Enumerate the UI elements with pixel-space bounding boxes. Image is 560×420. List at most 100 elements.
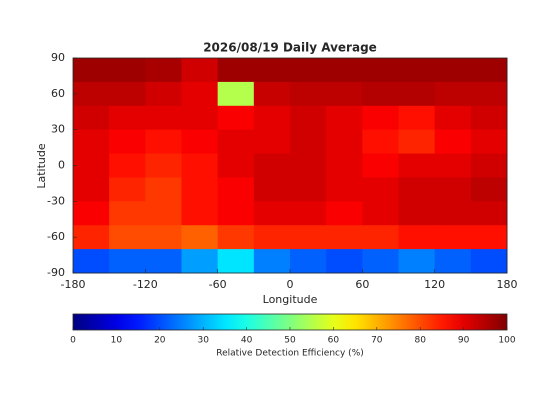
colorbar-tick-label: 30 bbox=[197, 336, 209, 346]
heat-cell bbox=[398, 225, 436, 250]
x-tick-label: -180 bbox=[61, 278, 86, 291]
colorbar-tick-label: 70 bbox=[371, 336, 383, 346]
heat-cell bbox=[217, 201, 255, 226]
heat-cell bbox=[398, 58, 436, 83]
heat-cell bbox=[470, 153, 508, 178]
heat-cell bbox=[398, 81, 436, 107]
heat-cell bbox=[326, 129, 363, 155]
heat-cell bbox=[434, 81, 472, 107]
x-axis-label: Longitude bbox=[263, 293, 318, 306]
heat-cell bbox=[145, 81, 182, 107]
heat-cell bbox=[326, 249, 363, 274]
heat-cell bbox=[73, 129, 110, 155]
colorbar-tick-label: 60 bbox=[328, 336, 340, 346]
heat-cell bbox=[217, 153, 255, 178]
heat-cell bbox=[145, 177, 182, 202]
heat-cell bbox=[181, 105, 219, 131]
heat-cell bbox=[73, 81, 110, 107]
heat-cell bbox=[253, 81, 291, 107]
heat-cell bbox=[326, 105, 363, 131]
y-tick-label: 30 bbox=[51, 123, 65, 136]
y-axis-label: Latitude bbox=[35, 143, 48, 189]
heat-cell bbox=[434, 177, 472, 202]
heat-cell bbox=[470, 129, 508, 155]
y-tick-label: -30 bbox=[47, 194, 65, 207]
heat-cell bbox=[362, 249, 399, 274]
heat-cell bbox=[217, 249, 255, 274]
y-tick-label: 60 bbox=[51, 87, 65, 100]
heat-cell bbox=[290, 105, 327, 131]
heat-cell bbox=[398, 249, 436, 274]
heat-cell bbox=[145, 225, 182, 250]
heat-cell bbox=[290, 129, 327, 155]
colorbar-tick-label: 90 bbox=[458, 336, 470, 346]
heat-cell bbox=[470, 249, 508, 274]
heat-cell bbox=[434, 129, 472, 155]
heat-cell bbox=[398, 129, 436, 155]
heat-cell bbox=[362, 58, 399, 83]
heat-cell bbox=[434, 249, 472, 274]
heat-cell bbox=[470, 105, 508, 131]
colorbar-tick-label: 10 bbox=[111, 336, 123, 346]
heat-cell bbox=[290, 201, 327, 226]
heat-cell bbox=[109, 177, 146, 202]
colorbar-label: Relative Detection Efficiency (%) bbox=[216, 349, 364, 359]
colorbar-tick-label: 0 bbox=[70, 336, 76, 346]
heat-cell bbox=[181, 249, 219, 274]
heat-cell bbox=[362, 177, 399, 202]
colorbar-tick-label: 20 bbox=[154, 336, 166, 346]
heat-cell bbox=[217, 225, 255, 250]
colorbar-tick-label: 80 bbox=[414, 336, 426, 346]
heat-cell bbox=[217, 58, 255, 83]
heat-cell bbox=[145, 201, 182, 226]
heat-cell bbox=[326, 153, 363, 178]
heat-cell bbox=[73, 58, 110, 83]
heat-cell bbox=[145, 105, 182, 131]
heat-cell bbox=[362, 201, 399, 226]
colorbar-tick-label: 50 bbox=[284, 336, 296, 346]
x-tick-label: 0 bbox=[287, 278, 294, 291]
heat-cell bbox=[181, 129, 219, 155]
heat-cell bbox=[398, 153, 436, 178]
heat-cell bbox=[290, 249, 327, 274]
heat-cell bbox=[145, 249, 182, 274]
heat-cell bbox=[253, 249, 291, 274]
heat-cell bbox=[181, 153, 219, 178]
heat-cell bbox=[217, 81, 255, 107]
y-tick-label: -90 bbox=[47, 266, 65, 279]
x-tick-label: -120 bbox=[133, 278, 158, 291]
heat-cell bbox=[362, 81, 399, 107]
heat-cell bbox=[73, 201, 110, 226]
heat-cell bbox=[470, 58, 508, 83]
heat-cell bbox=[398, 201, 436, 226]
heat-cell bbox=[470, 225, 508, 250]
heat-cell bbox=[253, 105, 291, 131]
y-tick-label: 0 bbox=[58, 159, 65, 172]
heat-cell bbox=[145, 58, 182, 83]
heat-cell bbox=[326, 201, 363, 226]
heat-cell bbox=[362, 105, 399, 131]
heat-cell bbox=[326, 58, 363, 83]
heat-cell bbox=[470, 177, 508, 202]
heat-cell bbox=[362, 225, 399, 250]
heat-cell bbox=[290, 81, 327, 107]
colorbar-tick-label: 100 bbox=[498, 336, 515, 346]
heat-cell bbox=[181, 177, 219, 202]
heat-cell bbox=[73, 105, 110, 131]
heat-cell bbox=[109, 225, 146, 250]
heat-cell bbox=[73, 153, 110, 178]
chart-title: 2026/08/19 Daily Average bbox=[203, 41, 377, 55]
heat-cell bbox=[109, 201, 146, 226]
heat-cell bbox=[470, 201, 508, 226]
heat-cell bbox=[217, 105, 255, 131]
heat-cell bbox=[434, 105, 472, 131]
heat-cell bbox=[253, 129, 291, 155]
heat-cell bbox=[109, 81, 146, 107]
heat-cell bbox=[145, 153, 182, 178]
heat-cell bbox=[253, 177, 291, 202]
heat-cell bbox=[290, 153, 327, 178]
heat-cell bbox=[109, 105, 146, 131]
heat-cell bbox=[362, 129, 399, 155]
x-tick-label: -60 bbox=[209, 278, 227, 291]
